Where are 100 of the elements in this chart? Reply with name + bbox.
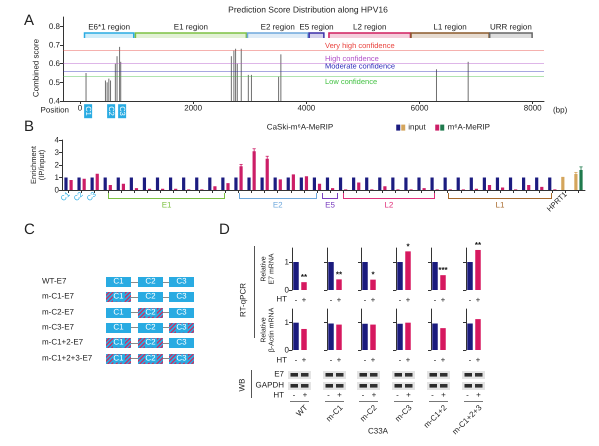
band-label: E6*1 region — [88, 22, 130, 32]
x-tick-label: - — [468, 356, 472, 364]
bar — [226, 183, 230, 190]
y-tick-label: 3 — [54, 148, 60, 157]
text: (bp) — [553, 105, 568, 115]
bar — [247, 178, 251, 190]
x-tick-label: - — [398, 356, 402, 364]
bar — [338, 178, 342, 190]
bar — [508, 178, 512, 190]
text: C — [24, 220, 35, 238]
chart-title: CaSki-m⁶A-MeRIP — [266, 122, 334, 132]
text: - — [292, 390, 296, 400]
bar — [326, 178, 330, 190]
bar — [208, 178, 212, 190]
bar — [252, 151, 256, 190]
bar — [116, 178, 120, 190]
text: C1 — [113, 276, 124, 286]
bar — [391, 178, 394, 190]
text: + — [372, 390, 376, 400]
bar — [274, 178, 277, 190]
y-tick-label: 4 — [54, 136, 60, 144]
bar — [456, 178, 460, 190]
band-label: E5 region — [299, 22, 334, 32]
text: L2 — [384, 200, 394, 210]
x-tick-label: - — [294, 356, 298, 364]
x-tick-label: 8000 — [524, 104, 542, 112]
bar — [535, 178, 538, 190]
x-tick-label: + — [302, 356, 307, 364]
annotation: * — [371, 270, 376, 280]
bar — [365, 178, 368, 190]
text: L1 — [496, 200, 506, 210]
bar — [470, 178, 473, 190]
y-tick-label: 2 — [54, 160, 60, 170]
category-label: WT — [294, 403, 310, 419]
x-tick-label: + — [475, 296, 480, 304]
y-axis-title: Combined score — [32, 38, 42, 98]
annotation: * — [406, 242, 410, 251]
x-tick-label: - — [294, 296, 298, 304]
band-label: E2 region — [260, 22, 295, 32]
bar — [378, 178, 382, 190]
x-tick-label: + — [370, 296, 376, 304]
category-label: GAPDH — [256, 380, 284, 390]
text: + — [337, 390, 342, 400]
bar — [417, 178, 421, 190]
bar — [108, 185, 112, 190]
text: C1 — [113, 307, 124, 316]
y-tick-label: 0 — [284, 346, 290, 354]
text: E5 — [325, 200, 336, 210]
x-tick-label: + — [302, 296, 307, 304]
text: + — [302, 390, 308, 400]
y-tick-label: 1 — [284, 318, 290, 328]
annotation: ** — [335, 270, 342, 279]
x-tick-label: - — [433, 356, 436, 364]
x-axis-title: HT — [276, 355, 287, 366]
y-tick-label: 0.4 — [48, 96, 61, 106]
bar — [540, 186, 544, 190]
text: + — [476, 390, 481, 400]
y-tick-label: 0.7 — [48, 40, 61, 50]
bar — [77, 178, 81, 190]
bar — [234, 178, 238, 190]
bar — [286, 178, 290, 190]
text: C1 — [113, 322, 124, 332]
text: - — [396, 390, 399, 400]
text: WB — [238, 378, 248, 392]
category-label: m-C1+2+3-E7 — [42, 353, 92, 362]
bar — [64, 178, 68, 190]
x-tick-label: - — [364, 356, 367, 364]
category-label: m-C1+2-E7 — [42, 338, 84, 347]
legend-label: m⁶A-MeRIP — [448, 122, 490, 132]
band-label: URR region — [490, 22, 532, 32]
band-label: L2 region — [353, 22, 386, 32]
y-tick-label: 1 — [284, 258, 290, 266]
bar — [548, 178, 552, 190]
bar — [444, 178, 447, 190]
bar — [430, 178, 434, 190]
bar — [574, 174, 578, 190]
text: C3 — [176, 276, 187, 286]
bar — [404, 178, 408, 190]
x-tick-label: + — [405, 296, 410, 304]
bar — [300, 178, 303, 190]
x-tick-label: 4000 — [297, 104, 316, 112]
text: HT — [273, 390, 284, 400]
y-tick-label: 0.5 — [48, 78, 61, 87]
x-tick-label: - — [468, 296, 472, 304]
x-axis-title: Position — [40, 105, 69, 115]
bar — [90, 178, 94, 190]
category-label: m-C1-E7 — [42, 292, 74, 301]
text: B — [24, 118, 34, 136]
y-tick-label: 0.8 — [48, 22, 61, 31]
text: - — [362, 390, 364, 400]
bar — [96, 174, 99, 190]
text: C2 — [145, 338, 156, 347]
bar — [70, 180, 73, 190]
category-label: m-C3-E7 — [42, 322, 74, 332]
bar — [266, 158, 269, 190]
x-tick-label: - — [364, 296, 367, 304]
category-label: WT-E7 — [42, 276, 66, 286]
bar — [482, 178, 486, 190]
bar — [130, 178, 133, 190]
text: E1 — [162, 200, 172, 210]
